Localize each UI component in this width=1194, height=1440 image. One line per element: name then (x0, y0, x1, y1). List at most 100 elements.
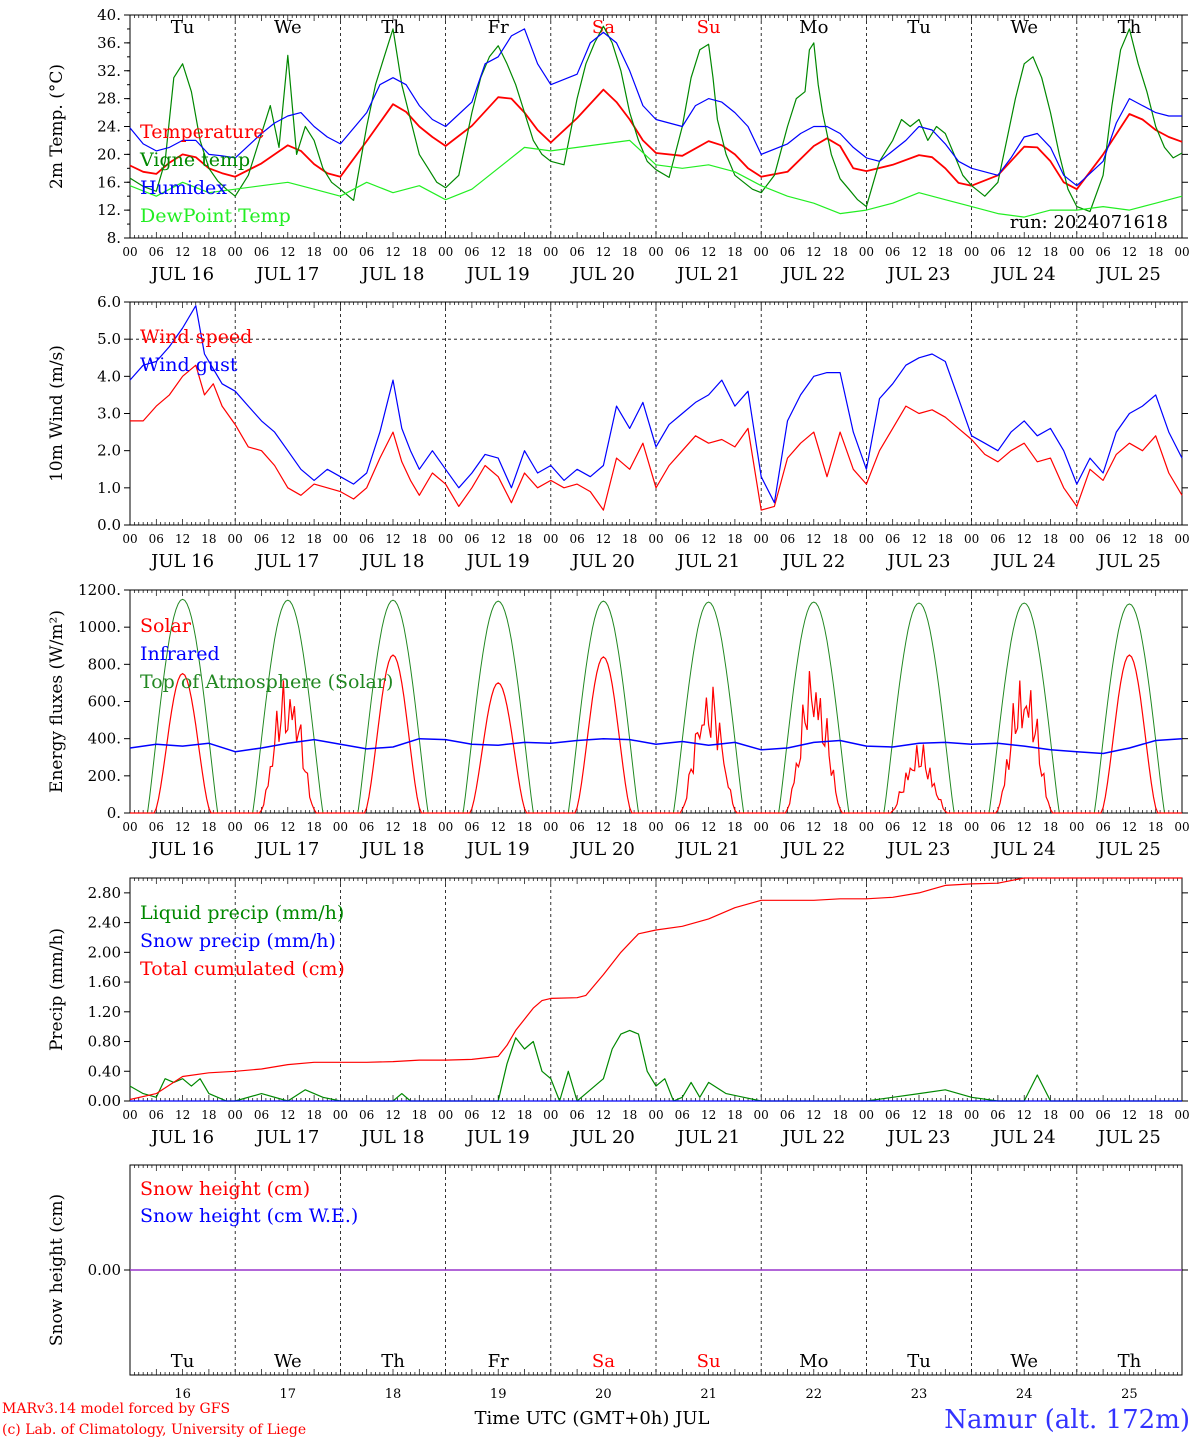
series-line-3 (129, 28, 1182, 187)
hour-tick-label: 18 (727, 245, 742, 259)
y-tick-label: 20. (97, 145, 121, 163)
hour-tick-label: 18 (938, 245, 953, 259)
y-tick-label: 40. (97, 6, 121, 24)
hour-tick-label: 06 (780, 1108, 795, 1122)
date-label: JUL 19 (465, 264, 530, 285)
hour-tick-label: 18 (412, 820, 427, 834)
hour-tick-label: 18 (517, 245, 532, 259)
y-tick-label: 200. (88, 767, 121, 785)
y-tick-label: 24. (97, 118, 121, 136)
hour-tick-label: 06 (149, 820, 164, 834)
hour-tick-label: 12 (596, 1108, 611, 1122)
hour-tick-label: 00 (859, 1108, 874, 1122)
hour-tick-label: 06 (569, 1108, 584, 1122)
hour-tick-label: 00 (859, 532, 874, 546)
panel-3: 0. 200. 400. 600. 800. 1000. 1200. Energy fluxe… (47, 581, 1190, 860)
panel-2: 0.0 1.0 2.0 3.0 4.0 5.0 6.0 10m Wind (m/s) 00 06 1… (47, 293, 1190, 572)
day-number-label: 20 (595, 1387, 612, 1402)
weekday-label: Tu (171, 1351, 195, 1372)
hour-tick-label: 18 (1148, 820, 1163, 834)
panel-4: 0.00 0.40 0.80 1.20 1.60 2.00 2.40 2.80 Precip (… (47, 877, 1190, 1148)
hour-tick-label: 00 (964, 532, 979, 546)
hour-tick-label: 18 (517, 532, 532, 546)
date-label: JUL 24 (991, 551, 1056, 572)
panel-1: 8. 12. 16. 20. 24. 28. 32. 36. 40. 2m Temp. (°C) 0… (47, 6, 1190, 285)
hour-tick-label: 12 (491, 532, 506, 546)
hour-tick-label: 00 (964, 820, 979, 834)
hour-tick-label: 06 (1095, 1108, 1110, 1122)
hour-tick-label: 06 (569, 245, 584, 259)
date-label: JUL 20 (570, 264, 635, 285)
hour-tick-label: 12 (280, 532, 295, 546)
hour-tick-label: 06 (885, 532, 900, 546)
weekday-label: Tu (171, 17, 195, 38)
hour-tick-label: 12 (491, 245, 506, 259)
hour-tick-label: 18 (201, 532, 216, 546)
y-tick-label: 1.60 (88, 973, 121, 991)
y-tick-label: 4.0 (97, 367, 121, 385)
hour-tick-label: 12 (175, 532, 190, 546)
date-label: JUL 19 (465, 551, 530, 572)
hour-tick-label: 06 (569, 820, 584, 834)
legend-entry: Snow precip (mm/h) (140, 930, 336, 952)
hour-tick-label: 06 (254, 820, 269, 834)
hour-tick-label: 18 (517, 1108, 532, 1122)
hour-tick-label: 00 (754, 1108, 769, 1122)
legend-entry: Wind speed (140, 326, 252, 348)
hour-tick-label: 18 (938, 820, 953, 834)
hour-tick-label: 06 (675, 1108, 690, 1122)
hour-tick-label: 00 (333, 1108, 348, 1122)
date-label: JUL 22 (780, 839, 845, 860)
hour-tick-label: 06 (780, 245, 795, 259)
hour-tick-label: 00 (754, 532, 769, 546)
hour-tick-label: 18 (622, 532, 637, 546)
hour-tick-label: 18 (201, 820, 216, 834)
weekday-label: Th (1118, 17, 1142, 38)
y-tick-label: 1200. (78, 581, 121, 599)
weekday-label: Su (697, 1351, 721, 1372)
hour-tick-label: 00 (648, 245, 663, 259)
series-line-2 (129, 25, 1183, 213)
hour-tick-label: 18 (201, 1108, 216, 1122)
hour-tick-label: 18 (622, 1108, 637, 1122)
panel-5: 0.00 Snow height (cm) Tu We Th Fr Sa Su Mo Tu We Th… (47, 1164, 1188, 1402)
hour-tick-label: 00 (1174, 245, 1189, 259)
hour-tick-label: 12 (596, 820, 611, 834)
hour-tick-label: 12 (1017, 532, 1032, 546)
hour-tick-label: 00 (438, 532, 453, 546)
hour-tick-label: 06 (254, 1108, 269, 1122)
legend-entry: Total cumulated (cm) (140, 958, 345, 980)
hour-tick-label: 00 (228, 245, 243, 259)
weekday-label: Th (1118, 1351, 1142, 1372)
hour-tick-label: 00 (543, 1108, 558, 1122)
date-label: JUL 25 (1096, 264, 1161, 285)
hour-tick-label: 12 (701, 820, 716, 834)
hour-tick-label: 12 (491, 1108, 506, 1122)
hour-tick-label: 12 (385, 820, 400, 834)
legend-entry: Infrared (140, 643, 220, 665)
hour-tick-label: 00 (1174, 820, 1189, 834)
y-tick-label: 2.80 (88, 884, 121, 902)
date-label: JUL 20 (570, 839, 635, 860)
legend-entry: Top of Atmosphere (Solar) (140, 671, 393, 693)
hour-tick-label: 00 (333, 532, 348, 546)
hour-tick-label: 06 (464, 245, 479, 259)
y-tick-label: 0. (107, 804, 121, 822)
hour-tick-label: 18 (306, 245, 321, 259)
hour-tick-label: 00 (122, 820, 137, 834)
plot-frame (129, 589, 1183, 814)
hour-tick-label: 06 (780, 532, 795, 546)
hour-tick-label: 18 (1043, 532, 1058, 546)
hour-tick-label: 06 (359, 245, 374, 259)
day-number-label: 16 (174, 1387, 191, 1402)
date-label: JUL 24 (991, 1127, 1056, 1148)
hour-tick-label: 18 (306, 532, 321, 546)
hour-tick-label: 06 (464, 532, 479, 546)
date-label: JUL 23 (886, 264, 951, 285)
day-number-label: 22 (806, 1387, 823, 1402)
hour-tick-label: 00 (543, 532, 558, 546)
hour-tick-label: 12 (491, 820, 506, 834)
hour-tick-label: 00 (1069, 532, 1084, 546)
weekday-label: We (1010, 1351, 1038, 1372)
